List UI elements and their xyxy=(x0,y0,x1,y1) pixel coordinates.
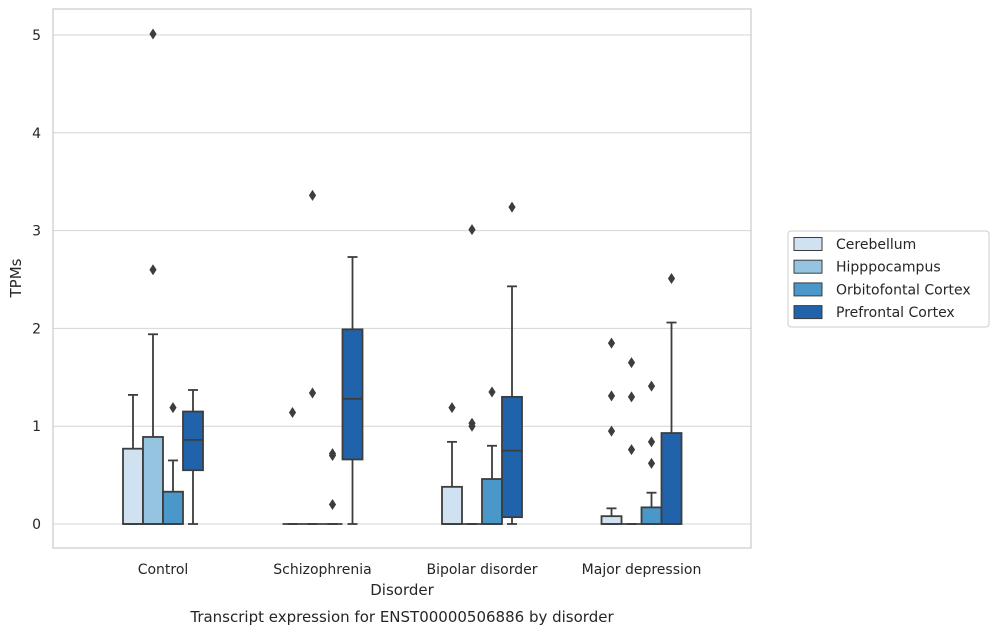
box-iqr xyxy=(162,490,184,525)
box-iqr xyxy=(182,410,204,472)
outlier-point xyxy=(607,337,616,349)
outlier-point xyxy=(508,201,516,213)
outlier-point xyxy=(169,402,177,414)
y-tick-label: 2 xyxy=(32,321,41,337)
legend-swatch xyxy=(793,282,823,297)
box-group xyxy=(162,402,184,525)
figure-caption: Transcript expression for ENST0000050688… xyxy=(189,608,614,626)
y-axis-ticks: 0 1 2 3 4 5 xyxy=(32,28,41,533)
box-iqr xyxy=(481,478,503,525)
outlier-point xyxy=(667,273,676,285)
box-iqr xyxy=(640,506,663,525)
y-tick-label: 1 xyxy=(32,419,41,435)
legend-swatch xyxy=(793,237,823,251)
outlier-point xyxy=(627,444,636,456)
outlier-point xyxy=(328,498,337,510)
legend-label: Hipppocampus xyxy=(836,260,941,276)
box-iqr xyxy=(122,447,144,525)
plot-area xyxy=(53,9,751,548)
legend-label: Cerebellum xyxy=(836,237,916,253)
plot-frame xyxy=(52,8,752,549)
legend-label: Orbitofontal Cortex xyxy=(836,282,971,298)
x-axis-label: Disorder xyxy=(370,581,434,599)
x-tick-label: Major depression xyxy=(582,562,702,578)
box-iqr xyxy=(441,485,463,525)
box-iqr xyxy=(501,395,523,519)
outlier-point xyxy=(288,407,297,419)
x-axis-ticks: Control Schizophrenia Bipolar disorder Majo… xyxy=(138,562,702,578)
outlier-point xyxy=(647,436,656,448)
y-tick-label: 3 xyxy=(32,224,41,240)
legend-label: Prefrontal Cortex xyxy=(836,305,955,321)
box-group xyxy=(621,357,642,525)
box-group xyxy=(501,201,523,525)
outlier-point xyxy=(647,457,656,469)
box-group xyxy=(182,389,204,525)
outlier-point xyxy=(448,402,456,414)
box-iqr xyxy=(660,432,683,525)
outlier-point xyxy=(627,357,636,369)
x-tick-label: Control xyxy=(138,562,189,578)
outlier-point xyxy=(607,425,616,437)
legend: Cerebellum Hipppocampus Orbitofontal Corte… xyxy=(787,230,990,328)
outlier-point xyxy=(468,224,476,236)
y-tick-label: 4 xyxy=(32,126,41,142)
outlier-point xyxy=(149,28,157,40)
outlier-point xyxy=(647,380,656,392)
box-iqr xyxy=(341,328,364,461)
box-group xyxy=(640,380,663,525)
outlier-point xyxy=(627,391,636,403)
outlier-point xyxy=(308,189,317,201)
legend-swatch xyxy=(793,259,823,274)
box-group xyxy=(462,224,482,525)
box-group xyxy=(122,394,144,525)
outlier-point xyxy=(308,387,317,399)
box-group xyxy=(341,256,364,525)
outlier-point xyxy=(607,390,616,402)
box-group xyxy=(600,337,623,525)
x-tick-label: Bipolar disorder xyxy=(426,562,537,578)
y-tick-label: 0 xyxy=(32,517,41,533)
x-tick-label: Schizophrenia xyxy=(273,562,371,578)
box-series xyxy=(122,28,683,525)
box-group xyxy=(322,448,343,525)
box-group xyxy=(302,189,323,525)
outlier-point xyxy=(488,386,496,398)
box-group xyxy=(142,28,164,525)
legend-swatch xyxy=(793,305,823,320)
outlier-point xyxy=(328,448,337,460)
box-iqr xyxy=(142,436,164,525)
box-iqr xyxy=(600,515,623,525)
y-tick-label: 5 xyxy=(32,28,41,44)
box-group xyxy=(282,407,303,525)
outlier-point xyxy=(468,417,476,429)
y-axis-label: TPMs xyxy=(7,258,25,298)
box-group xyxy=(441,402,463,525)
box-group xyxy=(660,273,683,525)
legend-frame xyxy=(787,230,990,328)
outlier-point xyxy=(149,264,157,276)
